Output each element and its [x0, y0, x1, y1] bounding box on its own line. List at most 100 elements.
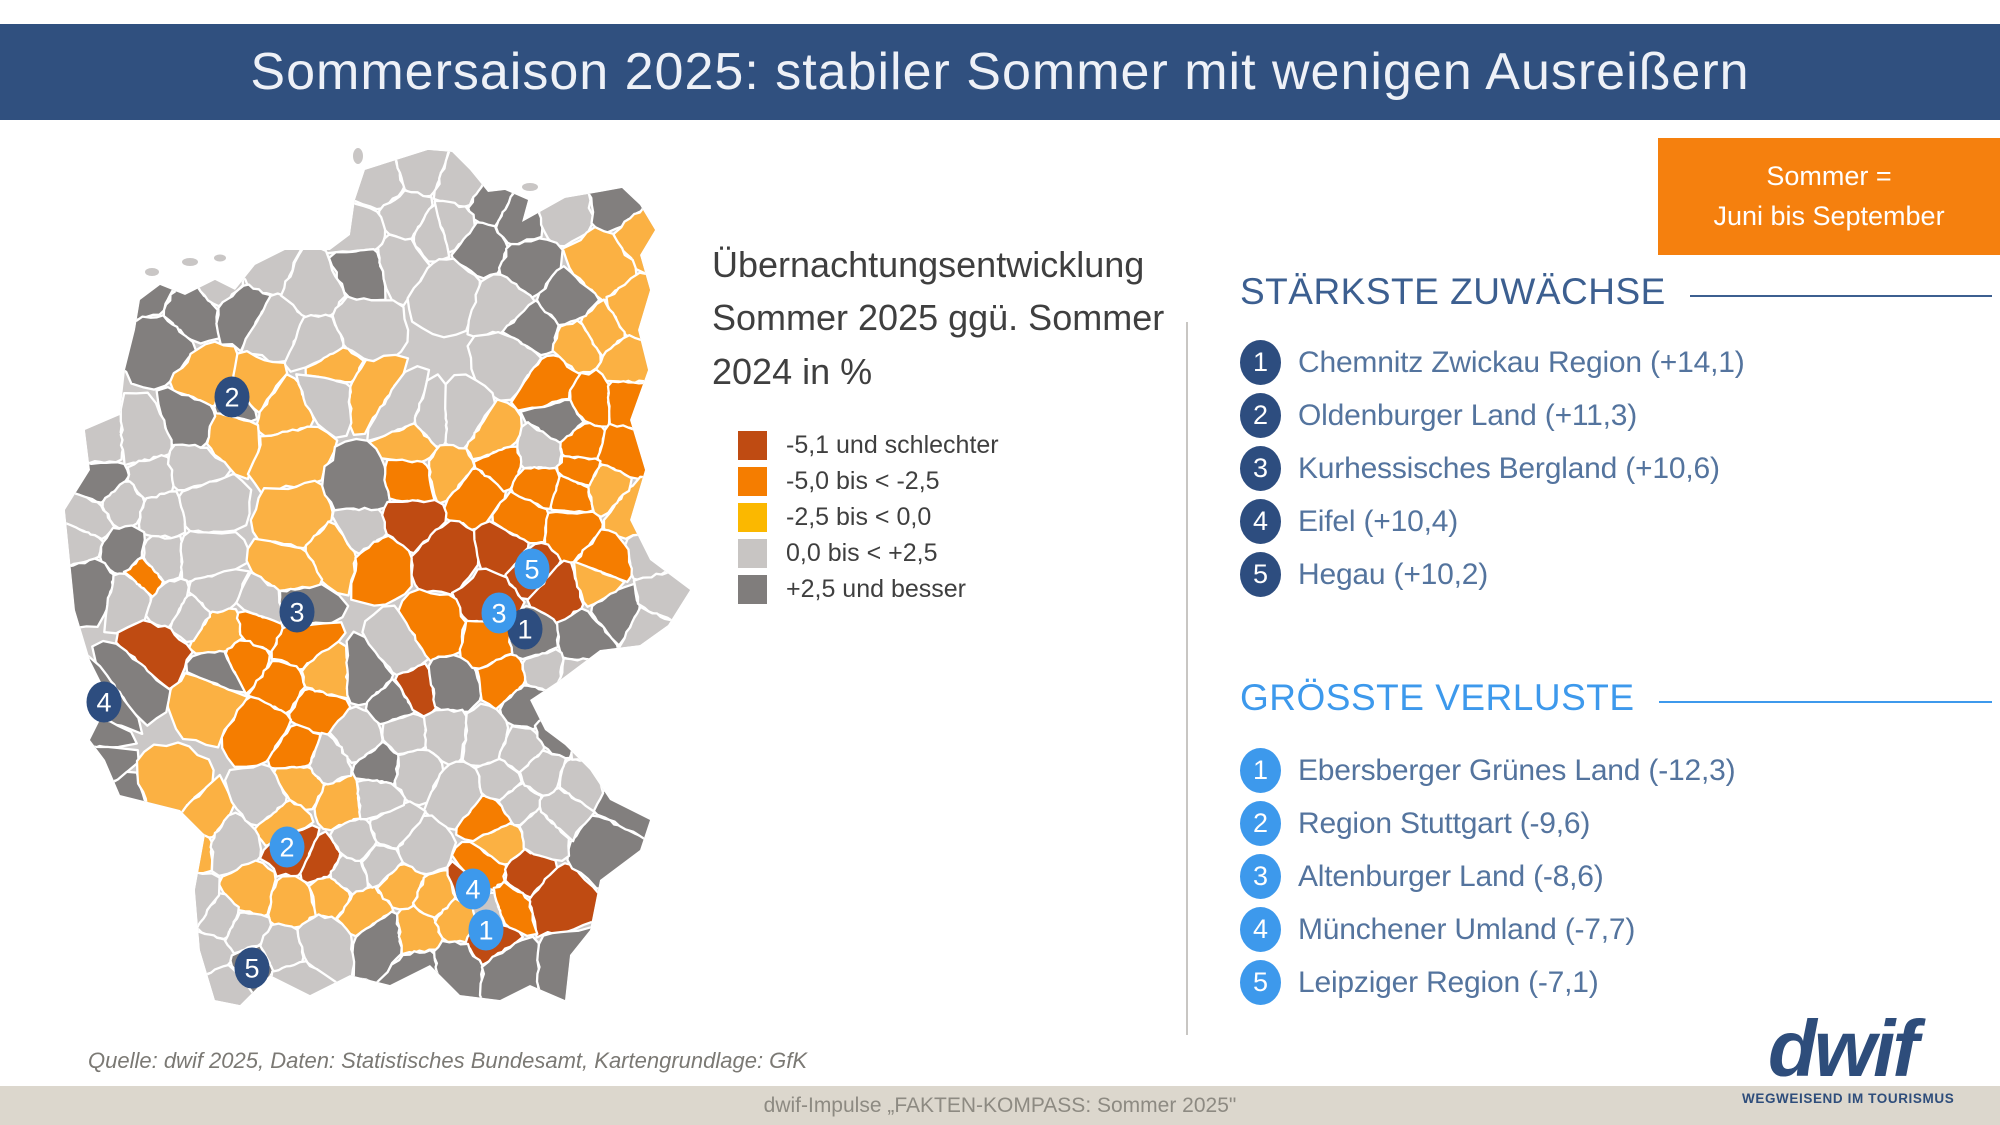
losses-heading-rule: [1658, 701, 1992, 703]
map-region: [355, 778, 407, 821]
map-region: [108, 820, 186, 903]
map-region: [538, 786, 596, 843]
loss-item-4: 4 Münchener Umland (-7,7): [1240, 903, 1992, 956]
map-marker-gain-1: 1: [507, 608, 543, 650]
map-region: [351, 910, 403, 986]
map-region: [570, 702, 640, 767]
gain-label: Hegau (+10,2): [1298, 557, 1489, 591]
map-region: [606, 380, 676, 432]
summer-definition-line1: Sommer =: [1766, 161, 1892, 192]
map-region: [594, 730, 663, 791]
loss-label: Region Stuttgart (-9,6): [1298, 806, 1591, 840]
dwif-logo-tagline: WEGWEISEND IM TOURISMUS: [1742, 1090, 1955, 1106]
gain-rank-badge: 4: [1240, 499, 1281, 544]
summer-definition-line2: Juni bis September: [1713, 200, 1945, 231]
loss-rank-badge: 1: [1240, 748, 1281, 793]
gain-item-3: 3 Kurhessisches Bergland (+10,6): [1240, 442, 1992, 495]
legend-swatch-worst: [738, 430, 767, 460]
map-marker-gain-4: 4: [86, 681, 122, 723]
map-region: [492, 880, 539, 938]
gain-item-5: 5 Hegau (+10,2): [1240, 548, 1992, 601]
map-region: [321, 437, 391, 512]
loss-label: Münchener Umland (-7,7): [1298, 912, 1636, 946]
map-region: [223, 911, 273, 955]
map-region: [422, 760, 485, 831]
loss-label: Ebersberger Grünes Land (-12,3): [1298, 753, 1736, 787]
gain-rank-badge: 3: [1240, 446, 1281, 491]
map-marker-gain-3: 3: [279, 591, 315, 633]
map-region: [518, 749, 568, 797]
source-note: Quelle: dwif 2025, Daten: Statistisches …: [88, 1048, 808, 1073]
legend-swatch-slight-plus: [738, 538, 767, 568]
legend-swatch-slight-minus: [738, 502, 767, 532]
map-region: [307, 731, 353, 786]
gain-rank-badge: 2: [1240, 393, 1281, 438]
map-region: [572, 560, 626, 608]
map-marker-loss-1: 1: [468, 909, 504, 951]
svg-text:4: 4: [465, 875, 480, 905]
map-marker-loss-2: 2: [269, 826, 305, 868]
map-region: [383, 458, 437, 504]
map-region: [331, 150, 406, 211]
svg-text:3: 3: [491, 599, 506, 629]
svg-text:1: 1: [478, 916, 493, 946]
map-marker-gain-5: 5: [234, 947, 270, 989]
map-marker-gain-2: 2: [214, 376, 250, 418]
legend-label: 0,0 bis < +2,5: [786, 538, 938, 567]
svg-text:5: 5: [524, 555, 539, 585]
map-region: [266, 723, 322, 771]
loss-rank-badge: 4: [1240, 907, 1281, 952]
loss-item-3: 3 Altenburger Land (-8,6): [1240, 850, 1992, 903]
svg-text:5: 5: [244, 954, 259, 984]
map-region: [295, 373, 353, 439]
vertical-divider: [1186, 322, 1188, 1035]
map-region: [510, 354, 582, 412]
losses-list: 1 Ebersberger Grünes Land (-12,3) 2 Regi…: [1240, 744, 1992, 1009]
legend-item: -5,1 und schlechter: [738, 427, 999, 463]
map-region: [350, 534, 413, 607]
loss-rank-badge: 3: [1240, 854, 1281, 899]
gains-heading-rule: [1689, 295, 1992, 297]
loss-item-5: 5 Leipziger Region (-7,1): [1240, 956, 1992, 1009]
map-region: [535, 925, 618, 1005]
map-region: [554, 657, 630, 713]
map-region: [185, 649, 247, 694]
gain-label: Chemnitz Zwickau Region (+14,1): [1298, 345, 1745, 379]
gains-heading-row: STÄRKSTE ZUWÄCHSE: [1240, 270, 1992, 314]
legend-item: -5,0 bis < -2,5: [738, 463, 999, 499]
map-region: [535, 265, 601, 327]
title-bar: Sommersaison 2025: stabiler Sommer mit w…: [0, 24, 2000, 120]
map-marker-loss-3: 3: [481, 592, 517, 634]
legend-label: -5,0 bis < -2,5: [786, 466, 940, 495]
legend-swatch-minus: [738, 466, 767, 496]
legend-item: 0,0 bis < +2,5: [738, 535, 999, 571]
map-region: [474, 757, 523, 802]
map-legend: -5,1 und schlechter -5,0 bis < -2,5 -2,5…: [738, 427, 999, 607]
map-marker-loss-5: 5: [514, 548, 550, 590]
loss-label: Altenburger Land (-8,6): [1298, 859, 1604, 893]
map-region: [561, 225, 638, 303]
svg-text:2: 2: [224, 383, 239, 413]
legend-label: -5,1 und schlechter: [786, 430, 999, 459]
germany-choropleth-map: 1 2 3 4 5 1 2 3 4 5: [65, 148, 690, 1005]
map-region: [555, 454, 602, 487]
legend-item: -2,5 bis < 0,0: [738, 499, 999, 535]
map-region: [122, 556, 165, 598]
gains-heading: STÄRKSTE ZUWÄCHSE: [1240, 271, 1666, 312]
map-region: [300, 640, 351, 700]
footer-bar: dwif-Impulse „FAKTEN-KOMPASS: Sommer 202…: [0, 1086, 2000, 1125]
legend-label: +2,5 und besser: [786, 574, 966, 603]
legend-title: Übernachtungsentwicklung Sommer 2025 ggü…: [712, 244, 1165, 392]
loss-rank-badge: 2: [1240, 801, 1281, 846]
map-region: [328, 816, 378, 863]
dwif-logo: dwif WEGWEISEND IM TOURISMUS: [1742, 1009, 1955, 1106]
gains-list: 1 Chemnitz Zwickau Region (+14,1) 2 Olde…: [1240, 336, 1992, 601]
losses-heading-row: GRÖSSTE VERLUSTE: [1240, 676, 1992, 720]
gain-label: Kurhessisches Bergland (+10,6): [1298, 451, 1720, 485]
map-region: [412, 203, 451, 263]
map-region: [65, 391, 125, 466]
map-region: [223, 762, 288, 827]
loss-rank-badge: 5: [1240, 960, 1281, 1005]
svg-text:4: 4: [96, 688, 111, 718]
